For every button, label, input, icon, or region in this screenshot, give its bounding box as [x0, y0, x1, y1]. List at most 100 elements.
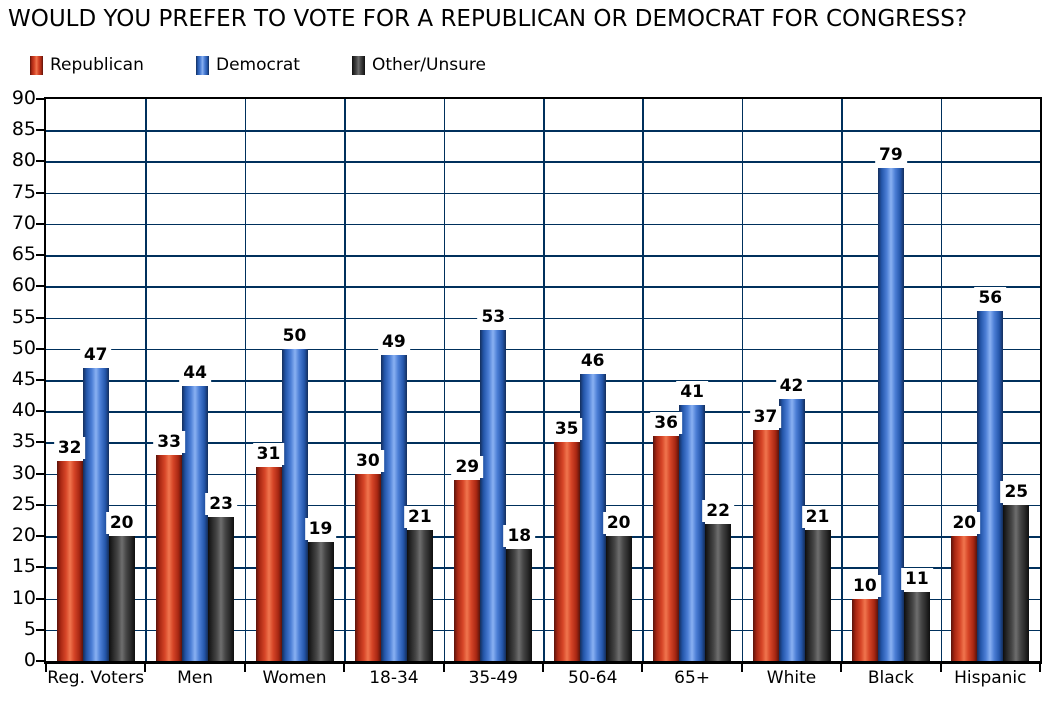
- bar-republican-4: [454, 479, 481, 661]
- bar-other-5: [605, 536, 632, 661]
- bar-democrat-6: [679, 404, 706, 661]
- legend-item-republican: Republican: [30, 55, 144, 75]
- value-label-other-2: 19: [304, 518, 337, 541]
- category-label-50-64: 50-64: [567, 668, 618, 688]
- y-tick-70: [36, 222, 44, 225]
- y-tick-40: [36, 410, 44, 413]
- x-tick: [442, 664, 445, 672]
- bar-other-0: [108, 536, 135, 661]
- y-axis-label-55: 55: [11, 305, 36, 328]
- legend-item-other-unsure: Other/Unsure: [352, 55, 486, 75]
- bar-other-2: [307, 542, 334, 661]
- y-tick-35: [36, 441, 44, 444]
- category-label-women: Women: [262, 668, 327, 688]
- y-tick-30: [36, 472, 44, 475]
- plot-area: 32 33 31 30 29 35 36 37 10 20 47 44 50 49 53 46 41 42 79 56…: [36, 97, 1042, 672]
- y-axis-label-10: 10: [11, 586, 36, 609]
- value-label-democrat-8: 79: [875, 143, 907, 166]
- value-label-democrat-4: 53: [477, 306, 510, 329]
- y-tick-50: [36, 347, 44, 350]
- category-label-men: Men: [177, 668, 214, 688]
- category-label-white: White: [766, 668, 817, 688]
- x-tick: [343, 664, 346, 672]
- category-divider: [244, 99, 247, 661]
- bar-republican-0: [56, 461, 83, 661]
- bar-republican-7: [752, 429, 779, 661]
- value-label-republican-0: 32: [53, 437, 86, 460]
- category-label-reg-voters: Reg. Voters: [47, 668, 145, 688]
- y-axis-label-0: 0: [23, 649, 36, 671]
- value-label-democrat-5: 46: [576, 349, 609, 372]
- value-label-republican-1: 33: [153, 430, 185, 453]
- y-axis-label-45: 45: [11, 368, 36, 390]
- bar-republican-8: [851, 598, 878, 661]
- y-axis-label-25: 25: [11, 492, 36, 515]
- x-tick: [840, 664, 843, 672]
- legend-label-other-unsure: Other/Unsure: [372, 55, 486, 75]
- y-tick-20: [36, 535, 44, 538]
- x-tick: [1039, 664, 1041, 672]
- y-axis-label-30: 30: [11, 461, 36, 484]
- y-axis-label-15: 15: [11, 555, 36, 578]
- y-tick-25: [36, 503, 44, 506]
- y-tick-55: [36, 316, 44, 319]
- x-tick: [45, 664, 47, 672]
- x-tick: [641, 664, 644, 672]
- category-label-hispanic: Hispanic: [954, 668, 1027, 688]
- value-label-republican-8: 10: [849, 574, 881, 597]
- value-label-other-3: 21: [404, 505, 436, 528]
- category-divider: [145, 99, 147, 661]
- value-label-republican-5: 35: [550, 418, 583, 441]
- bar-democrat-8: [877, 167, 904, 661]
- x-tick: [542, 664, 544, 672]
- bar-other-6: [705, 523, 732, 661]
- value-label-republican-7: 37: [749, 405, 782, 428]
- bar-republican-1: [156, 454, 183, 661]
- y-tick-85: [36, 129, 44, 132]
- value-label-other-5: 20: [602, 512, 635, 535]
- y-axis-label-5: 5: [23, 617, 36, 640]
- y-axis-label-20: 20: [11, 524, 36, 547]
- value-label-democrat-2: 50: [278, 324, 311, 347]
- y-axis-label-35: 35: [11, 430, 36, 453]
- bar-democrat-4: [480, 330, 507, 661]
- bar-democrat-2: [281, 348, 308, 661]
- bar-other-3: [406, 529, 433, 661]
- category-divider: [741, 99, 744, 661]
- legend: Republican Democrat Other/Unsure: [0, 55, 1046, 79]
- bar-republican-6: [653, 436, 680, 661]
- bar-democrat-0: [82, 367, 109, 661]
- category-divider: [344, 99, 346, 661]
- category-label-black: Black: [867, 668, 914, 688]
- value-label-democrat-7: 42: [775, 374, 808, 397]
- category-label-65-: 65+: [674, 668, 711, 688]
- legend-label-democrat: Democrat: [216, 55, 300, 75]
- y-tick-10: [36, 597, 44, 600]
- democrat-swatch-icon: [196, 55, 209, 75]
- value-label-republican-6: 36: [650, 412, 682, 435]
- value-label-republican-4: 29: [451, 455, 484, 478]
- bar-democrat-5: [579, 373, 606, 661]
- y-tick-90: [36, 98, 44, 100]
- value-label-other-0: 20: [105, 512, 138, 535]
- y-tick-65: [36, 254, 44, 257]
- bar-democrat-3: [380, 355, 407, 661]
- y-axis-label-80: 80: [11, 149, 36, 172]
- y-axis-label-65: 65: [11, 243, 36, 266]
- y-tick-15: [36, 566, 44, 569]
- bar-republican-2: [255, 467, 282, 661]
- y-axis-label-90: 90: [11, 87, 36, 109]
- bar-other-8: [903, 592, 930, 661]
- category-divider: [841, 99, 843, 661]
- x-tick: [144, 664, 147, 672]
- bar-democrat-9: [977, 311, 1004, 661]
- value-label-other-7: 21: [801, 505, 834, 528]
- other-unsure-swatch-icon: [352, 55, 365, 75]
- bar-republican-5: [553, 442, 580, 661]
- bar-other-7: [804, 529, 831, 661]
- bar-republican-3: [354, 473, 381, 661]
- y-tick-5: [36, 628, 44, 631]
- value-label-democrat-9: 56: [974, 287, 1007, 310]
- value-label-other-6: 22: [702, 499, 734, 522]
